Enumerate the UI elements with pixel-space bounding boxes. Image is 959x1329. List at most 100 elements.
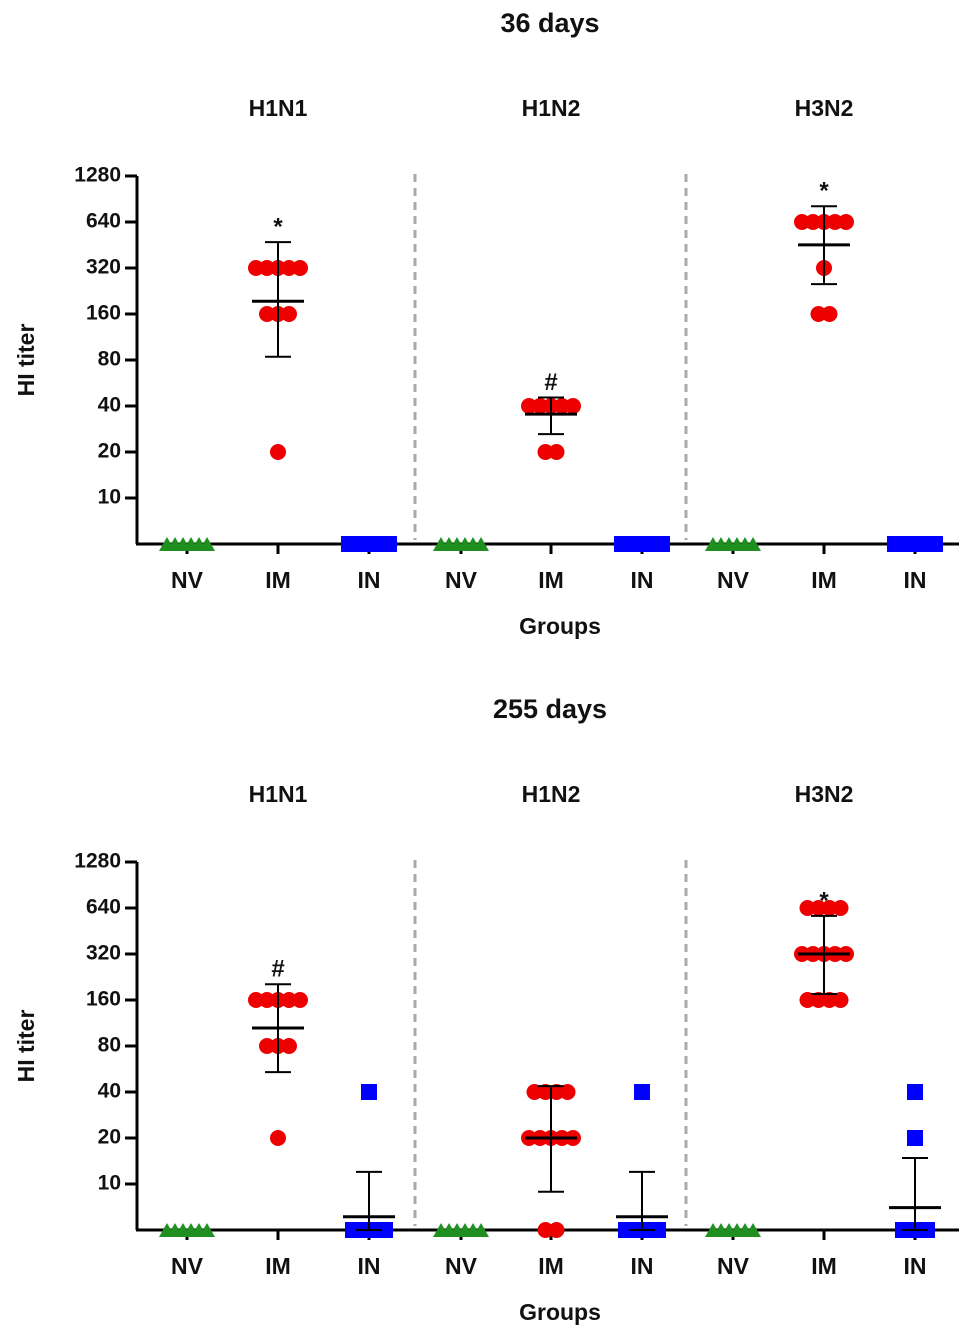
y-tick-label: 20: [98, 440, 121, 463]
data-point: [521, 398, 537, 414]
y-tick-label: 80: [98, 348, 121, 371]
x-tick-label: IM: [811, 1253, 837, 1279]
x-tick-label: IN: [631, 1253, 654, 1279]
data-point: [270, 444, 286, 460]
data-point: [745, 537, 761, 551]
data-point: [248, 992, 264, 1008]
data-point: [259, 992, 275, 1008]
annotation: *: [273, 213, 283, 240]
x-tick-label: NV: [717, 567, 750, 593]
x-tick-label: NV: [445, 1253, 478, 1279]
data-point: [532, 398, 548, 414]
annotation: #: [544, 369, 557, 396]
data-point: [650, 1222, 666, 1238]
data-point: [248, 260, 264, 276]
x-axis-label: Groups: [519, 613, 601, 639]
data-point: [381, 536, 397, 552]
data-point: [537, 1222, 554, 1238]
y-axis-label: HI titer: [13, 1010, 39, 1083]
data-point: [281, 306, 297, 322]
x-tick-label: IN: [358, 567, 381, 593]
data-point: [799, 900, 816, 916]
data-point: [745, 1223, 761, 1237]
subgroup-label: H1N2: [522, 95, 581, 121]
data-point: [794, 214, 810, 230]
y-tick-label: 1280: [74, 164, 121, 187]
data-point: [199, 1223, 215, 1237]
data-point: [548, 1084, 565, 1100]
data-point: [559, 1084, 576, 1100]
annotation: *: [819, 887, 829, 914]
y-axis-label: HI titer: [13, 324, 39, 397]
x-tick-label: NV: [717, 1253, 750, 1279]
x-tick-label: IM: [538, 567, 564, 593]
data-point: [537, 444, 554, 460]
y-tick-label: 10: [98, 486, 121, 509]
data-point: [554, 398, 570, 414]
x-tick-label: NV: [171, 567, 204, 593]
y-tick-label: 160: [86, 302, 121, 325]
y-tick-label: 1280: [74, 850, 121, 873]
data-point: [799, 992, 816, 1008]
data-point: [377, 1222, 393, 1238]
annotation: #: [271, 956, 284, 983]
x-tick-label: IN: [904, 567, 927, 593]
data-point: [838, 214, 854, 230]
x-tick-label: IM: [265, 1253, 291, 1279]
data-point: [473, 537, 489, 551]
data-point: [634, 1084, 650, 1100]
data-point: [827, 214, 843, 230]
y-tick-label: 10: [98, 1172, 121, 1195]
data-point: [810, 992, 827, 1008]
data-point: [361, 1084, 377, 1100]
data-point: [810, 306, 827, 322]
data-point: [548, 444, 565, 460]
data-point: [526, 1084, 543, 1100]
data-point: [292, 992, 308, 1008]
y-tick-label: 320: [86, 942, 121, 965]
y-tick-label: 160: [86, 988, 121, 1011]
data-point: [292, 260, 308, 276]
x-tick-label: IM: [538, 1253, 564, 1279]
x-tick-label: IM: [811, 567, 837, 593]
data-point: [259, 260, 275, 276]
data-point: [259, 1038, 275, 1054]
x-tick-label: NV: [445, 567, 478, 593]
y-tick-label: 40: [98, 1080, 121, 1103]
x-tick-label: IM: [265, 567, 291, 593]
x-tick-label: NV: [171, 1253, 204, 1279]
data-point: [654, 536, 670, 552]
subgroup-label: H1N1: [249, 95, 308, 121]
subgroup-label: H1N1: [249, 781, 308, 807]
x-tick-label: IN: [358, 1253, 381, 1279]
y-tick-label: 320: [86, 256, 121, 279]
y-tick-label: 20: [98, 1126, 121, 1149]
data-point: [270, 1130, 286, 1146]
data-point: [821, 306, 838, 322]
data-point: [821, 900, 838, 916]
data-point: [832, 900, 849, 916]
data-point: [927, 536, 943, 552]
data-point: [548, 1222, 565, 1238]
subgroup-label: H3N2: [795, 95, 854, 121]
subgroup-label: H1N2: [522, 781, 581, 807]
data-point: [259, 306, 275, 322]
y-tick-label: 40: [98, 394, 121, 417]
data-point: [805, 214, 821, 230]
subgroup-label: H3N2: [795, 781, 854, 807]
x-tick-label: IN: [904, 1253, 927, 1279]
x-tick-label: IN: [631, 567, 654, 593]
data-point: [832, 992, 849, 1008]
data-point: [821, 992, 838, 1008]
data-point: [281, 1038, 297, 1054]
panel-title: 255 days: [493, 694, 607, 724]
data-point: [565, 398, 581, 414]
panel-title: 36 days: [500, 8, 599, 38]
annotation: *: [819, 178, 829, 205]
y-tick-label: 640: [86, 896, 121, 919]
data-point: [281, 260, 297, 276]
y-tick-label: 80: [98, 1034, 121, 1057]
x-axis-label: Groups: [519, 1299, 601, 1325]
data-point: [907, 1130, 923, 1146]
